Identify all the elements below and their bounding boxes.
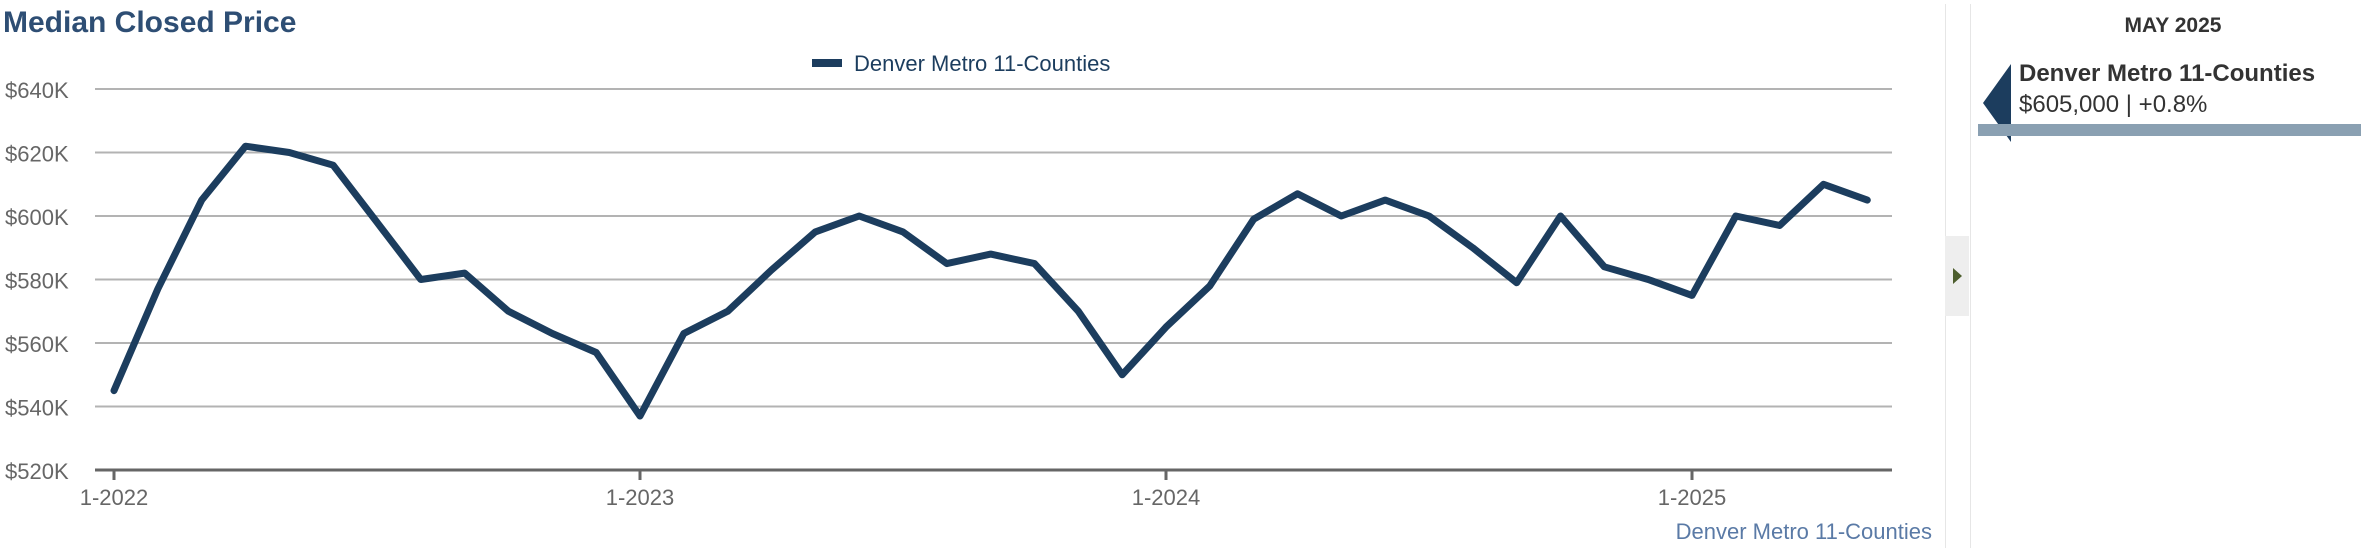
line-chart: $520K $540K $560K $580K $600K $620K $640K 1-202… xyxy=(5,51,1932,544)
y-tick-label: $600K xyxy=(5,205,69,230)
chart-title: Median Closed Price xyxy=(3,6,297,39)
y-tick-label: $560K xyxy=(5,332,69,357)
x-tick-label: 1-2025 xyxy=(1658,485,1727,510)
series-line xyxy=(110,142,1871,420)
legend-label: Denver Metro 11-Counties xyxy=(854,51,1110,76)
panel-series-name: Denver Metro 11-Counties xyxy=(2019,60,2316,87)
y-tick-label: $540K xyxy=(5,396,69,421)
y-tick-label: $520K xyxy=(5,459,69,484)
chart-credit: Denver Metro 11-Counties xyxy=(1676,519,1932,544)
tooltip-panel: MAY 2025 Denver Metro 11-Counties $605,0… xyxy=(1978,0,2368,554)
y-tick-label: $640K xyxy=(5,78,69,103)
panel-date: MAY 2025 xyxy=(2124,14,2222,37)
panel-series-bar xyxy=(1978,124,2361,136)
caret-right-icon xyxy=(1953,268,1962,284)
collapse-panel-button[interactable] xyxy=(1945,236,1969,316)
x-tick-label: 1-2023 xyxy=(606,485,675,510)
x-tick-label: 1-2024 xyxy=(1132,485,1201,510)
y-tick-label: $620K xyxy=(5,142,69,167)
panel-value: $605,000 | +0.8% xyxy=(2019,91,2208,118)
y-tick-label: $580K xyxy=(5,269,69,294)
x-tick-label: 1-2022 xyxy=(80,485,149,510)
